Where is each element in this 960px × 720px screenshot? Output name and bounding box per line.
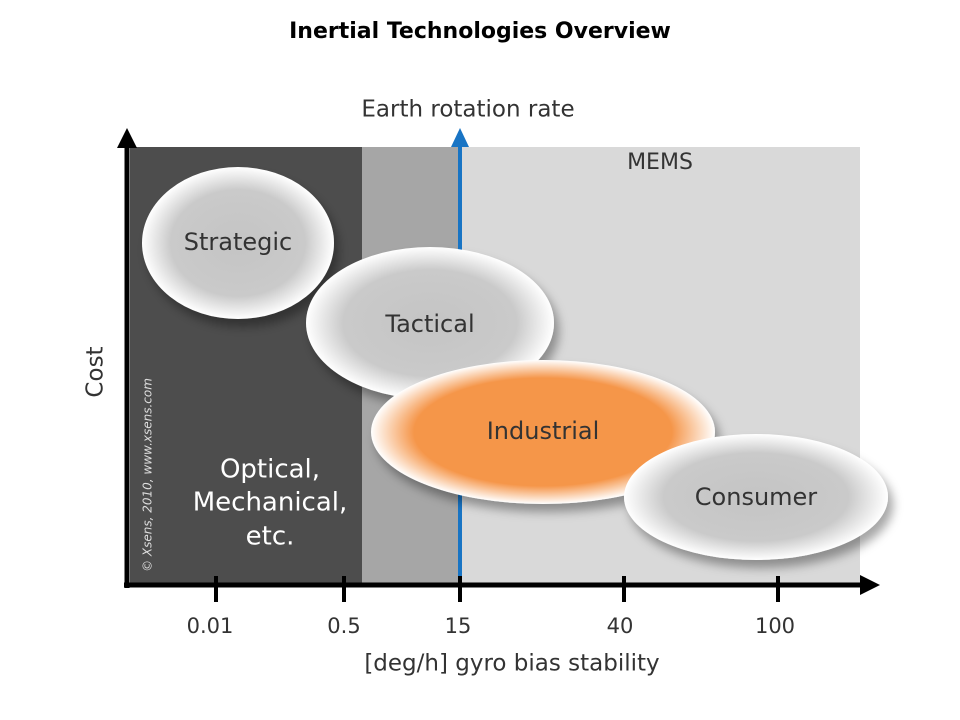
x-tick-label: 0.01 [187,614,234,638]
consumer-ellipse [624,434,888,560]
industrial-ellipse [371,360,715,504]
tactical-label: Tactical [384,310,474,338]
optical-line: Optical, [220,455,320,485]
tactical-ellipse [306,247,554,399]
strategic-label: Strategic [184,228,293,256]
optical-line: etc. [246,522,295,552]
copyright: © Xsens, 2010, www.xsens.com [141,378,155,572]
industrial-label: Industrial [487,417,600,445]
x-axis-arrow [860,575,880,595]
top-label: Earth rotation rate [361,97,574,123]
optical-line: Mechanical, [193,488,348,518]
x-axis-label: [deg/h] gyro bias stability [364,651,659,677]
x-tick-label: 15 [445,614,472,638]
optical-label: Optical, Mechanical, etc. [193,455,348,552]
x-tick-label: 0.5 [327,614,360,638]
title: Inertial Technologies Overview [289,19,671,44]
strategic-ellipse [142,167,334,319]
x-tick-label: 100 [755,614,795,638]
consumer-label: Consumer [695,483,818,511]
y-axis-arrow [117,128,137,148]
mems-label: MEMS [627,150,693,175]
earth-rate-arrow [451,128,469,147]
x-tick-label: 40 [607,614,634,638]
y-axis-label: Cost [83,346,109,397]
